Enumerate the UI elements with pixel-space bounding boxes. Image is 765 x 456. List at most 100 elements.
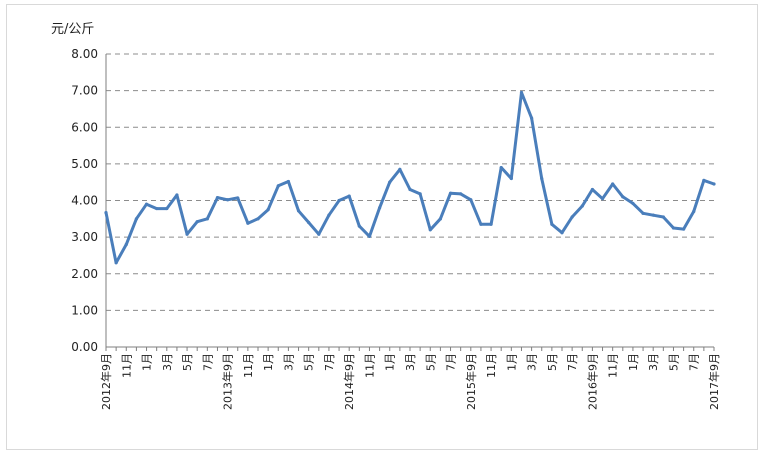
x-tick-label: 2017年9月 [707,353,721,410]
y-tick-label: 0.00 [71,340,98,354]
data-point [621,195,625,199]
data-point [256,217,260,221]
data-point [367,234,372,238]
x-tick-label: 3月 [404,353,417,371]
x-tick-label: 1月 [262,353,275,371]
data-point [712,182,716,186]
data-point [661,215,665,219]
y-tick-label: 1.00 [71,303,98,317]
data-point [560,231,564,235]
x-tick-label: 1月 [141,353,154,371]
data-point [530,116,534,120]
data-point [144,202,149,206]
data-point [215,195,220,200]
data-point [134,217,138,221]
x-tick-label: 1月 [384,353,397,371]
x-tick-label: 11月 [120,353,133,378]
x-tick-label: 5月 [667,353,680,371]
data-point [286,179,290,184]
data-point [469,198,473,202]
x-tick-label: 2014年9月 [342,353,356,410]
data-point [702,178,706,182]
x-tick-label: 2012年9月 [99,353,113,410]
gridlines [106,53,714,311]
data-point [266,208,270,212]
x-tick-label: 7月 [323,353,336,371]
data-point [114,261,118,265]
data-point [519,90,524,95]
x-tick-label: 11月 [607,353,620,378]
data-point [570,215,574,219]
data-point [580,204,584,208]
y-tick-labels: 0.00 1.00 2.00 3.00 4.00 5.00 6.00 7.00 8.00 [71,47,98,354]
data-point [165,206,169,211]
data-point [459,192,463,196]
data-point [682,227,686,231]
x-tick-label: 5月 [424,353,437,371]
data-point [671,226,676,230]
data-point [124,242,128,247]
x-tick-label: 1月 [627,353,640,371]
data-point [388,180,392,184]
x-tick-label: 3月 [161,353,174,371]
data-point [347,194,351,198]
x-tick-label: 11月 [485,353,498,378]
data-point [378,206,382,210]
data-point [651,213,655,217]
data-point [448,191,453,195]
y-tick-label: 5.00 [71,157,98,171]
x-tick-label: 7月 [201,353,214,371]
data-point [408,187,412,192]
y-tick-label: 6.00 [71,120,98,134]
data-point [509,176,513,181]
data-point [175,193,179,197]
x-tick-label: 5月 [181,353,194,371]
data-point [155,206,159,211]
data-point [692,209,696,214]
x-tick-label: 7月 [566,353,579,371]
y-tick-label: 3.00 [71,230,98,244]
data-point [600,197,605,201]
x-tick-label: 11月 [242,353,255,378]
data-point [185,232,189,236]
x-tick-labels: 2012年9月 11月 1月 3月 5月 7月 2013年9月 11月 1月 3月 5月 7月 2014… [99,353,721,410]
data-point [307,220,311,225]
data-point [631,201,635,206]
data-point [641,211,645,215]
data-point [418,192,422,196]
x-tick-label: 3月 [282,353,295,371]
data-point [236,196,240,200]
data-point [479,222,483,226]
x-tick-label: 2016年9月 [585,353,599,410]
data-point [499,165,503,170]
y-tick-label: 8.00 [71,47,98,61]
x-tick-label: 2015年9月 [464,353,478,410]
data-point [611,182,615,186]
data-point [327,213,331,217]
data-point [398,167,402,171]
x-tick-label: 1月 [505,353,518,371]
data-point [226,198,230,202]
data-point [317,232,321,236]
data-point [276,184,280,188]
data-point [540,176,544,181]
x-tick-label: 11月 [363,353,376,378]
x-tick-label: 3月 [647,353,660,371]
x-tick-label: 3月 [526,353,539,371]
x-tick-label: 7月 [688,353,701,371]
x-tick-label: 5月 [303,353,316,371]
data-point [357,224,361,228]
x-tick-label: 7月 [445,353,458,371]
y-axis-label: 元/公斤 [51,22,94,37]
y-tick-label: 4.00 [71,194,98,208]
x-tick-label: 2013年9月 [221,353,235,410]
data-point [195,220,199,224]
data-point [428,228,432,232]
data-point [337,198,341,203]
data-point [296,209,301,213]
y-tick-label: 2.00 [71,267,98,281]
data-point [104,210,108,215]
data-point [246,221,250,225]
data-series [104,90,716,265]
chart-frame: 元/公斤 0.00 1.00 2.00 3.00 4.00 5.00 6.00 7.00 8.0… [6,4,758,450]
